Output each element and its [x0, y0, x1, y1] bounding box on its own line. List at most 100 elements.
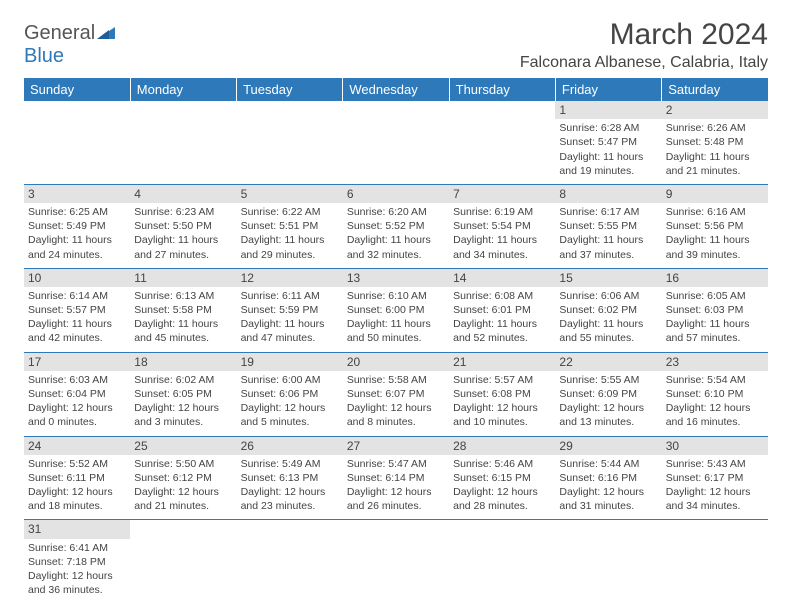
dayheader-thu: Thursday — [449, 78, 555, 101]
logo-line1: General — [24, 22, 95, 44]
calendar-cell: 24Sunrise: 5:52 AMSunset: 6:11 PMDayligh… — [24, 436, 130, 520]
sunrise-text: Sunrise: 5:44 AM — [559, 457, 657, 471]
daylight-text: Daylight: 11 hours and 24 minutes. — [28, 233, 126, 261]
calendar-cell: 4Sunrise: 6:23 AMSunset: 5:50 PMDaylight… — [130, 184, 236, 268]
calendar-cell: 31Sunrise: 6:41 AMSunset: 7:18 PMDayligh… — [24, 520, 130, 603]
calendar-cell: 22Sunrise: 5:55 AMSunset: 6:09 PMDayligh… — [555, 352, 661, 436]
sunrise-text: Sunrise: 5:54 AM — [666, 373, 764, 387]
sunset-text: Sunset: 5:52 PM — [347, 219, 445, 233]
calendar-cell: 27 Sunrise: 5:47 AMSunset: 6:14 PMDayligh… — [343, 436, 449, 520]
daylight-text: Daylight: 12 hours and 13 minutes. — [559, 401, 657, 429]
dayheader-mon: Monday — [130, 78, 236, 101]
day-number: 14 — [449, 269, 555, 287]
sunrise-text: Sunrise: 6:06 AM — [559, 289, 657, 303]
daylight-text: Daylight: 11 hours and 27 minutes. — [134, 233, 232, 261]
dayheader-wed: Wednesday — [343, 78, 449, 101]
calendar-cell — [130, 520, 236, 603]
day-number: 4 — [130, 185, 236, 203]
daylight-text: Daylight: 11 hours and 50 minutes. — [347, 317, 445, 345]
daylight-text: Daylight: 11 hours and 37 minutes. — [559, 233, 657, 261]
day-number: 3 — [24, 185, 130, 203]
dayheader-sat: Saturday — [662, 78, 768, 101]
logo-sail-icon — [97, 25, 115, 39]
calendar-cell: 5Sunrise: 6:22 AMSunset: 5:51 PMDaylight… — [237, 184, 343, 268]
calendar-cell: 30Sunrise: 5:43 AMSunset: 6:17 PMDayligh… — [662, 436, 768, 520]
calendar-cell: 14Sunrise: 6:08 AMSunset: 6:01 PMDayligh… — [449, 268, 555, 352]
daylight-text: Daylight: 12 hours and 26 minutes. — [347, 485, 445, 513]
daylight-text: Daylight: 11 hours and 21 minutes. — [666, 150, 764, 178]
calendar-cell: 6Sunrise: 6:20 AMSunset: 5:52 PMDaylight… — [343, 184, 449, 268]
dayheader-fri: Friday — [555, 78, 661, 101]
calendar-cell: 13Sunrise: 6:10 AMSunset: 6:00 PMDayligh… — [343, 268, 449, 352]
calendar-cell: 21Sunrise: 5:57 AMSunset: 6:08 PMDayligh… — [449, 352, 555, 436]
sunset-text: Sunset: 5:56 PM — [666, 219, 764, 233]
calendar-week: 10Sunrise: 6:14 AMSunset: 5:57 PMDayligh… — [24, 268, 768, 352]
calendar-cell: 2 Sunrise: 6:26 AMSunset: 5:48 PMDaylight… — [662, 101, 768, 184]
sunset-text: Sunset: 6:13 PM — [241, 471, 339, 485]
calendar-cell — [237, 520, 343, 603]
daylight-text: Daylight: 11 hours and 19 minutes. — [559, 150, 657, 178]
sunset-text: Sunset: 5:54 PM — [453, 219, 551, 233]
sunrise-text: Sunrise: 5:46 AM — [453, 457, 551, 471]
sunset-text: Sunset: 6:06 PM — [241, 387, 339, 401]
sunset-text: Sunset: 5:48 PM — [666, 135, 764, 149]
calendar-cell — [449, 520, 555, 603]
sunset-text: Sunset: 6:04 PM — [28, 387, 126, 401]
sunset-text: Sunset: 6:07 PM — [347, 387, 445, 401]
sunset-text: Sunset: 5:49 PM — [28, 219, 126, 233]
sunrise-text: Sunrise: 6:22 AM — [241, 205, 339, 219]
sunrise-text: Sunrise: 5:57 AM — [453, 373, 551, 387]
calendar-body: 1Sunrise: 6:28 AMSunset: 5:47 PMDaylight… — [24, 101, 768, 603]
day-number: 28 — [449, 437, 555, 455]
day-number: 2 — [662, 101, 768, 119]
calendar-cell — [130, 101, 236, 184]
sunrise-text: Sunrise: 5:55 AM — [559, 373, 657, 387]
dayheader-tue: Tuesday — [237, 78, 343, 101]
calendar-cell: 11Sunrise: 6:13 AMSunset: 5:58 PMDayligh… — [130, 268, 236, 352]
dayheader-sun: Sunday — [24, 78, 130, 101]
sunset-text: Sunset: 5:55 PM — [559, 219, 657, 233]
daylight-text: Daylight: 12 hours and 21 minutes. — [134, 485, 232, 513]
calendar-cell — [24, 101, 130, 184]
calendar-cell: 9Sunrise: 6:16 AMSunset: 5:56 PMDaylight… — [662, 184, 768, 268]
day-number: 15 — [555, 269, 661, 287]
calendar-cell: 23Sunrise: 5:54 AMSunset: 6:10 PMDayligh… — [662, 352, 768, 436]
day-number: 21 — [449, 353, 555, 371]
day-number: 26 — [237, 437, 343, 455]
daylight-text: Daylight: 12 hours and 8 minutes. — [347, 401, 445, 429]
sunset-text: Sunset: 5:51 PM — [241, 219, 339, 233]
calendar-cell: 10Sunrise: 6:14 AMSunset: 5:57 PMDayligh… — [24, 268, 130, 352]
calendar-cell: 19Sunrise: 6:00 AMSunset: 6:06 PMDayligh… — [237, 352, 343, 436]
calendar-cell: 16Sunrise: 6:05 AMSunset: 6:03 PMDayligh… — [662, 268, 768, 352]
sunrise-text: Sunrise: 6:19 AM — [453, 205, 551, 219]
calendar-cell: 3Sunrise: 6:25 AMSunset: 5:49 PMDaylight… — [24, 184, 130, 268]
sunrise-text: Sunrise: 6:17 AM — [559, 205, 657, 219]
sunset-text: Sunset: 6:12 PM — [134, 471, 232, 485]
calendar-table: Sunday Monday Tuesday Wednesday Thursday… — [24, 78, 768, 603]
sunrise-text: Sunrise: 6:14 AM — [28, 289, 126, 303]
daylight-text: Daylight: 12 hours and 16 minutes. — [666, 401, 764, 429]
day-number: 9 — [662, 185, 768, 203]
day-number: 24 — [24, 437, 130, 455]
daylight-text: Daylight: 12 hours and 36 minutes. — [28, 569, 126, 597]
daylight-text: Daylight: 11 hours and 32 minutes. — [347, 233, 445, 261]
sunrise-text: Sunrise: 6:26 AM — [666, 121, 764, 135]
calendar-cell: 7Sunrise: 6:19 AMSunset: 5:54 PMDaylight… — [449, 184, 555, 268]
day-number: 27 — [343, 437, 449, 455]
daylight-text: Daylight: 11 hours and 45 minutes. — [134, 317, 232, 345]
sunset-text: Sunset: 6:14 PM — [347, 471, 445, 485]
sunset-text: Sunset: 6:05 PM — [134, 387, 232, 401]
title-block: March 2024 Falconara Albanese, Calabria,… — [520, 18, 768, 72]
calendar-cell: 8Sunrise: 6:17 AMSunset: 5:55 PMDaylight… — [555, 184, 661, 268]
sunrise-text: Sunrise: 5:52 AM — [28, 457, 126, 471]
sunrise-text: Sunrise: 5:43 AM — [666, 457, 764, 471]
sunset-text: Sunset: 5:47 PM — [559, 135, 657, 149]
calendar-week: 24Sunrise: 5:52 AMSunset: 6:11 PMDayligh… — [24, 436, 768, 520]
sunrise-text: Sunrise: 5:47 AM — [347, 457, 445, 471]
day-number: 13 — [343, 269, 449, 287]
sunrise-text: Sunrise: 5:50 AM — [134, 457, 232, 471]
daylight-text: Daylight: 11 hours and 57 minutes. — [666, 317, 764, 345]
calendar-cell — [343, 520, 449, 603]
day-number: 17 — [24, 353, 130, 371]
sunset-text: Sunset: 6:16 PM — [559, 471, 657, 485]
